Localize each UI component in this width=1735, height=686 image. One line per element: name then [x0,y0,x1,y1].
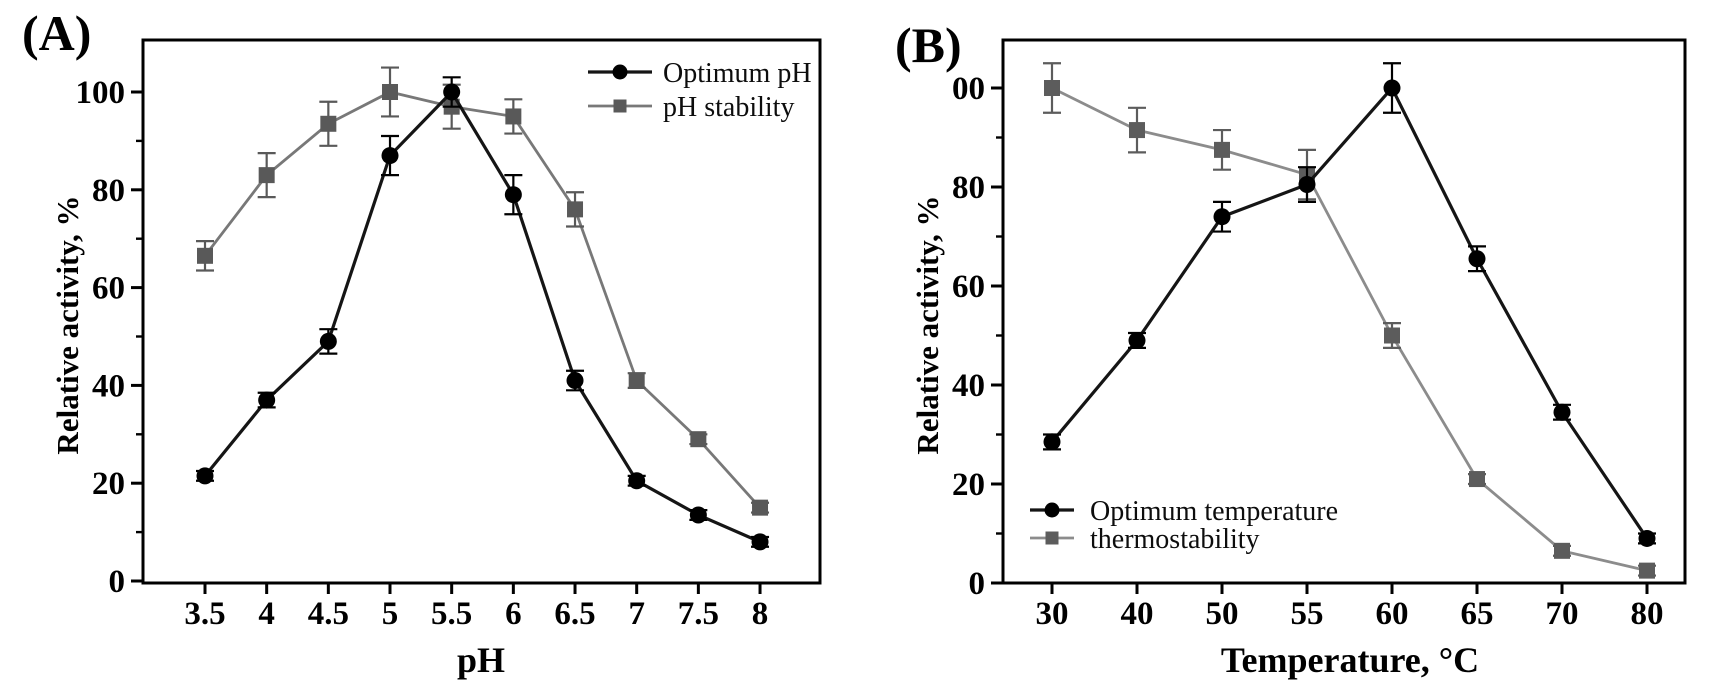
data-point-square [382,84,399,100]
data-point-circle [689,506,707,524]
legend-circle-marker [612,64,628,80]
x-tick-label: 8 [752,596,769,632]
legend-circle-marker [1044,502,1060,518]
series-optimum-temperature [1043,62,1656,547]
legend-entry-ph-stability: pH stability [588,92,794,123]
x-tick-label: 55 [1291,596,1324,632]
data-point-circle [196,467,214,485]
data-point-square [1639,562,1655,579]
x-tick-label: 4 [258,596,275,632]
y-tick-label: 20 [952,467,985,503]
data-point-circle [628,472,646,490]
x-tick-label: 5.5 [431,596,472,632]
legend-label: pH stability [663,92,794,123]
legend-entry-optimum-ph: Optimum pH [588,58,812,89]
legend-square-marker [613,99,627,113]
data-point-square [1384,327,1400,344]
series-ph-stability [196,66,770,516]
data-point-circle [381,147,399,165]
panel-a-x-axis-title: pH [456,640,506,680]
data-point-square [258,167,275,184]
x-tick-label: 3.5 [184,596,225,632]
y-tick-label: 60 [952,269,985,305]
data-point-circle [1383,79,1401,97]
data-point-circle [319,332,337,350]
x-tick-label: 6 [505,596,522,632]
series-line [1051,86,1648,572]
data-point-square [505,108,522,125]
data-point-square [628,372,645,389]
plot-frame [141,38,822,585]
data-point-square [1214,141,1230,158]
legend-label: thermostability [1090,524,1260,555]
x-tick-label: 65 [1461,596,1494,632]
y-tick-label: 40 [952,368,985,404]
panel-b: 00 80 60 40 20 0 30 40 50 55 60 65 70 80 Optimum tempe… [952,38,1687,632]
x-tick-label: 40 [1121,596,1154,632]
data-point-circle [1128,331,1146,349]
y-tick-label: 100 [76,75,126,111]
panel-a-y-axis-title: Relative activity, % [50,195,85,455]
data-point-circle [1213,208,1231,226]
x-tick-label: 5 [382,596,399,632]
series-line [1050,85,1649,540]
panel-b-x-axis-title: Temperature, °C [1220,640,1480,680]
y-tick-label: 00 [952,71,985,107]
x-tick-label: 80 [1631,596,1664,632]
y-tick-label: 80 [92,173,125,209]
data-point-square [567,201,584,218]
panel-b-label: (B) [895,17,962,73]
y-tick-label: 80 [952,170,985,206]
data-point-circle [566,372,584,390]
panel-a: 100 80 60 40 20 0 3.5 4 4.5 5 5.5 6 6.5 7 7.5 8 Optimum … [76,38,822,632]
data-point-circle [443,83,461,101]
series-line [203,89,761,544]
data-point-circle [1553,403,1571,421]
x-tick-label: 7 [628,596,645,632]
data-point-circle [258,391,276,409]
panel-b-y-axis-title: Relative activity, % [910,195,945,455]
legend-entry-thermostability: thermostability [1030,524,1260,555]
data-point-square [320,115,337,132]
y-tick-label: 20 [92,466,125,502]
data-point-circle [1468,250,1486,268]
series-line [203,90,762,509]
plot-frame [1001,38,1687,585]
series-thermostability [1043,62,1656,579]
legend-label: Optimum pH [663,58,812,89]
y-tick-label: 40 [92,368,125,404]
data-point-circle [1298,176,1316,194]
data-point-square [1469,471,1485,488]
x-tick-label: 70 [1546,596,1579,632]
data-point-square [197,247,213,264]
y-tick-label: 0 [109,564,126,600]
x-tick-label: 4.5 [308,596,349,632]
data-point-square [1129,122,1145,139]
panel-a-label: (A) [22,5,92,61]
data-point-circle [1638,529,1656,547]
x-tick-label: 6.5 [554,596,595,632]
x-tick-label: 30 [1036,596,1069,632]
legend-label: Optimum temperature [1090,496,1338,527]
x-tick-label: 50 [1206,596,1239,632]
series-optimum-ph [196,76,770,551]
legend-entry-optimum-temperature: Optimum temperature [1030,496,1338,527]
data-point-square [1554,542,1570,559]
data-point-square [690,431,707,448]
data-point-circle [751,533,769,551]
data-point-square [1044,80,1060,96]
data-point-circle [1043,433,1061,451]
legend-square-marker [1045,531,1059,545]
data-point-square [752,499,769,516]
y-tick-label: 60 [92,271,125,307]
x-tick-label: 60 [1376,596,1409,632]
data-point-circle [504,186,522,204]
y-tick-label: 0 [969,566,986,602]
x-tick-label: 7.5 [678,596,719,632]
